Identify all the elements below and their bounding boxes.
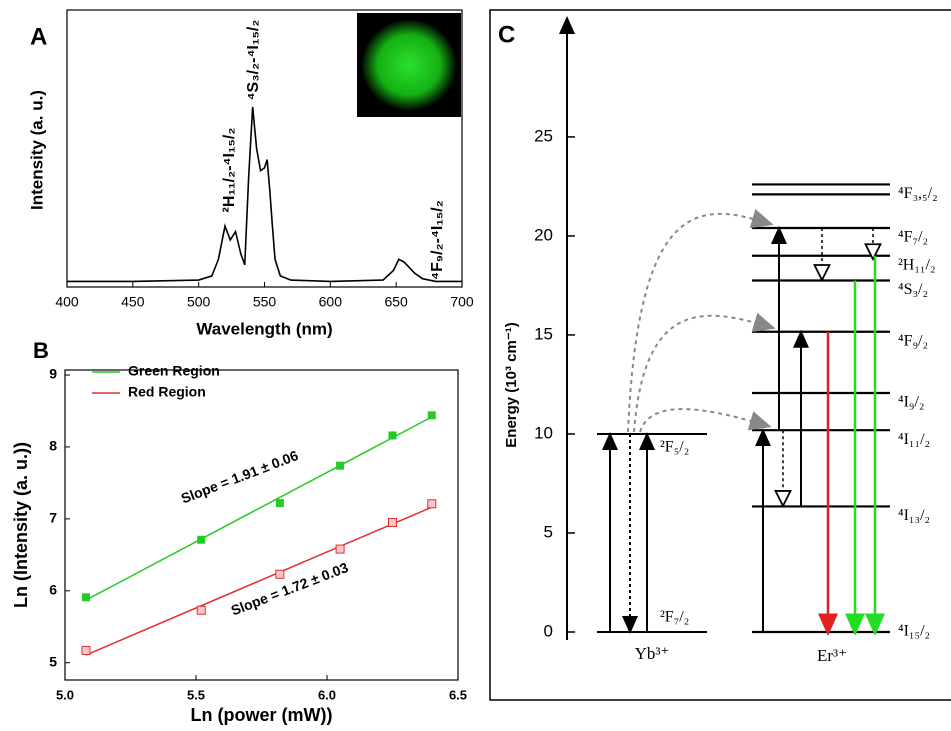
fit-line [85, 506, 433, 656]
point [335, 544, 345, 554]
x-tick-label: 400 [55, 294, 79, 310]
transfer-arrow [639, 408, 772, 433]
inset-glow [361, 19, 457, 111]
panel-letter: A [30, 23, 47, 50]
y-tick-label: 5 [544, 522, 553, 541]
x-tick-label: 500 [187, 294, 211, 310]
level-label: ²F₇/₂ [660, 609, 689, 626]
ion-label: Er³⁺ [817, 646, 847, 665]
level-label: ²H₁₁/₂ [898, 256, 936, 273]
level-label: ⁴F₉/₂ [898, 332, 928, 349]
point [81, 646, 91, 656]
point [427, 411, 436, 420]
x-tick-label: 6.5 [449, 687, 467, 702]
panel-letter: B [33, 338, 49, 363]
peak-label: ²H₁₁/₂-⁴I₁₅/₂ [221, 128, 238, 213]
level-label: ⁴I₁₁/₂ [898, 431, 930, 448]
y-axis-label: Intensity (a. u.) [27, 90, 46, 210]
point [275, 569, 285, 579]
point [427, 499, 437, 509]
level-label: ⁴I₁₃/₂ [898, 507, 930, 524]
point [196, 605, 206, 615]
x-tick-label: 6.0 [318, 687, 336, 702]
y-tick-label: 9 [49, 366, 57, 382]
spectrum-line [67, 106, 462, 283]
y-tick-label: 6 [49, 582, 57, 598]
x-tick-label: 650 [384, 294, 408, 310]
x-axis-label: Ln (power (mW)) [191, 705, 333, 725]
y-tick-label: 8 [49, 438, 57, 454]
x-tick-label: 600 [319, 294, 343, 310]
y-tick-label: 10 [534, 423, 553, 442]
legend-label: Red Region [128, 384, 206, 400]
level-label: ⁴F₇/₂ [898, 229, 928, 246]
y-axis-label: Energy (10³ cm⁻¹) [503, 322, 520, 447]
level-label: ⁴S₃/₂ [898, 281, 928, 298]
x-axis-label: Wavelength (nm) [196, 319, 332, 338]
y-tick-label: 5 [49, 653, 57, 669]
panel-frame [489, 9, 951, 701]
level-label: ⁴F₃,₅/₂ [898, 185, 938, 202]
point [81, 593, 90, 602]
x-tick-label: 700 [450, 294, 474, 310]
plot-frame [64, 369, 459, 681]
peak-label: ⁴F₉/₂-⁴I₁₅/₂ [429, 200, 446, 280]
y-tick-label: 25 [534, 126, 553, 145]
transfer-arrow [627, 209, 774, 433]
legend-label: Green Region [128, 363, 220, 379]
x-tick-label: 450 [121, 294, 145, 310]
ion-label: Yb³⁺ [635, 644, 670, 663]
fit-line [85, 416, 433, 601]
slope-label: Slope = 1.91 ± 0.06 [179, 447, 301, 506]
x-tick-label: 5.5 [187, 687, 205, 702]
point [197, 535, 206, 544]
point [275, 499, 284, 508]
y-tick-label: 20 [534, 225, 553, 244]
y-tick-label: 7 [49, 510, 57, 526]
point [336, 461, 345, 470]
level-label: ⁴I₉/₂ [898, 394, 925, 411]
level-label: ⁴I₁₅/₂ [898, 623, 930, 640]
panel-letter: C [498, 21, 515, 48]
y-axis-label: Ln (Intensity (a. u.)) [11, 442, 31, 608]
level-label: ²F₅/₂ [660, 439, 689, 456]
transfer-arrow [633, 312, 776, 433]
y-tick-label: 0 [544, 621, 553, 640]
peak-label: ⁴S₃/₂-⁴I₁₅/₂ [245, 20, 262, 101]
point [388, 517, 397, 527]
y-tick-label: 15 [534, 324, 553, 343]
x-tick-label: 550 [253, 294, 277, 310]
point [388, 431, 397, 440]
x-tick-label: 5.0 [56, 687, 74, 702]
